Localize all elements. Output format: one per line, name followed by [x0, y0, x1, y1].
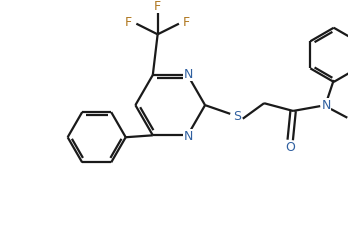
Text: N: N: [321, 99, 331, 112]
Text: S: S: [233, 110, 241, 123]
Text: O: O: [285, 141, 295, 154]
Text: N: N: [184, 68, 193, 81]
Text: F: F: [154, 0, 161, 13]
Text: F: F: [125, 16, 132, 29]
Text: N: N: [184, 130, 193, 143]
Text: F: F: [183, 16, 190, 29]
